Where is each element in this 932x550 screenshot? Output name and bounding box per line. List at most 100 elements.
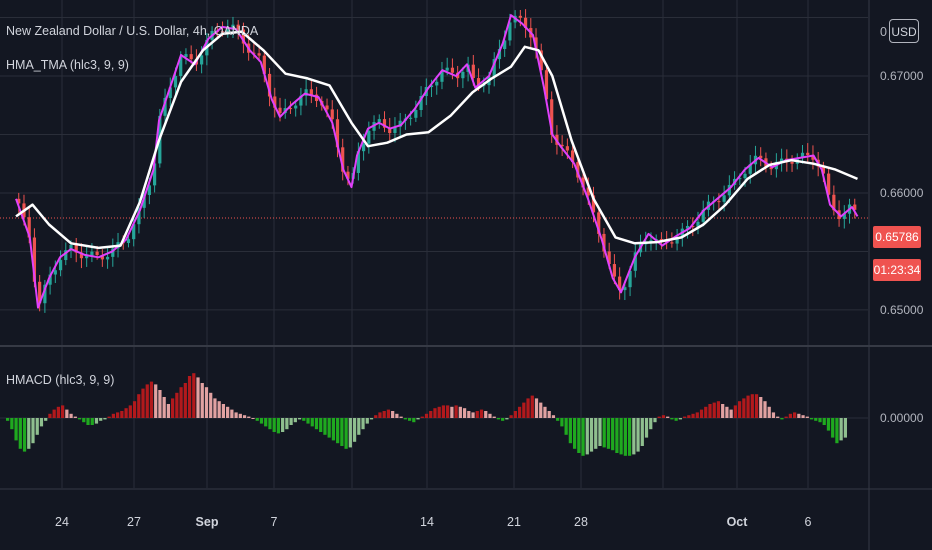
candle-body: [27, 217, 31, 238]
hist-bar: [44, 418, 48, 421]
candle-body: [325, 105, 329, 110]
hist-bar: [264, 418, 268, 427]
candle-body: [53, 270, 57, 275]
candle-body: [273, 96, 277, 108]
hist-bar: [657, 416, 661, 418]
hist-bar: [162, 397, 166, 418]
hist-bar: [183, 383, 187, 418]
hist-bar: [458, 406, 462, 418]
hist-bar: [120, 411, 124, 418]
candle-body: [220, 31, 225, 33]
hist-bar: [213, 398, 217, 418]
candle-body: [173, 76, 178, 88]
candle-body: [377, 119, 381, 123]
candle-body: [382, 119, 387, 128]
candle-body: [607, 251, 611, 265]
candle-body: [534, 37, 538, 51]
candle-body: [142, 195, 146, 208]
candle-body: [435, 81, 439, 86]
hist-bar: [831, 418, 835, 438]
hist-bar: [488, 413, 492, 418]
hist-bar: [99, 418, 103, 421]
candle-body: [257, 53, 261, 56]
hist-bar: [737, 401, 742, 418]
hist-bar: [378, 412, 382, 418]
candle-body: [367, 130, 371, 144]
hist-bar: [522, 402, 526, 418]
currency-button[interactable]: USD: [889, 19, 919, 43]
hist-bar: [560, 418, 564, 427]
hist-bar: [386, 409, 391, 418]
candle-body: [330, 109, 334, 120]
time-tick-label: 24: [55, 515, 69, 529]
hist-bar: [581, 418, 585, 456]
candle-body: [362, 143, 366, 152]
hist-bar: [649, 418, 653, 430]
hist-bar: [505, 418, 509, 420]
hist-bar: [331, 418, 336, 441]
hist-bar: [285, 418, 289, 430]
candle-body: [550, 99, 554, 135]
hist-bar: [517, 406, 522, 418]
candle-body: [414, 109, 418, 118]
hist-bar: [200, 383, 204, 418]
hist-bar: [839, 418, 843, 441]
hist-bar: [268, 418, 272, 430]
hist-bar: [530, 395, 534, 418]
time-tick-label: 6: [805, 515, 812, 529]
hist-bar: [467, 411, 471, 418]
hist-bar: [204, 387, 209, 418]
candle-body: [748, 164, 752, 174]
hist-bar: [407, 418, 412, 421]
candle-body: [231, 24, 235, 30]
hist-bar: [111, 413, 116, 418]
countdown-tag: 01:23:34: [873, 259, 921, 281]
candle-body: [309, 89, 313, 95]
hist-bar: [729, 409, 733, 418]
hist-bar: [446, 405, 450, 418]
candle-body: [497, 49, 502, 60]
hist-bar: [281, 418, 285, 432]
hist-bar: [594, 418, 598, 449]
hist-bar: [471, 412, 475, 418]
hist-bar: [382, 411, 386, 418]
hist-bar: [780, 418, 784, 420]
candle-body: [827, 173, 831, 195]
candle-body: [429, 85, 434, 88]
candle-body: [612, 264, 616, 277]
candle-body: [95, 251, 99, 255]
hist-bar: [166, 404, 171, 418]
hist-bar: [221, 404, 226, 418]
candle-body: [236, 24, 240, 30]
hist-bar: [289, 418, 293, 425]
hist-bar: [805, 416, 809, 418]
hist-bar: [602, 418, 606, 448]
hma-line: [15, 14, 859, 309]
hist-bar: [809, 418, 814, 420]
candle-body: [696, 221, 700, 227]
hist-bar: [606, 418, 611, 449]
hist-bar: [302, 418, 306, 421]
hist-bar: [158, 390, 162, 418]
hist-bar: [128, 405, 132, 418]
hist-bar: [116, 412, 120, 418]
candle-body: [821, 166, 825, 174]
hist-bar: [826, 418, 831, 431]
hist-bar: [340, 418, 344, 446]
hist-bar: [640, 418, 644, 446]
countdown-label: 01:23:34: [873, 263, 921, 277]
candle-body: [722, 195, 726, 202]
hist-bar: [492, 416, 496, 418]
hist-bar: [792, 412, 797, 418]
hist-bar: [462, 408, 467, 418]
candle-body: [685, 225, 690, 229]
candle-body: [64, 250, 68, 261]
hist-bar: [103, 418, 107, 420]
hist-bar: [551, 415, 556, 418]
candle-body: [163, 97, 167, 116]
candle-body: [341, 147, 345, 172]
candle-body: [727, 184, 731, 196]
hist-bar: [585, 418, 589, 455]
hist-bar: [297, 418, 302, 420]
